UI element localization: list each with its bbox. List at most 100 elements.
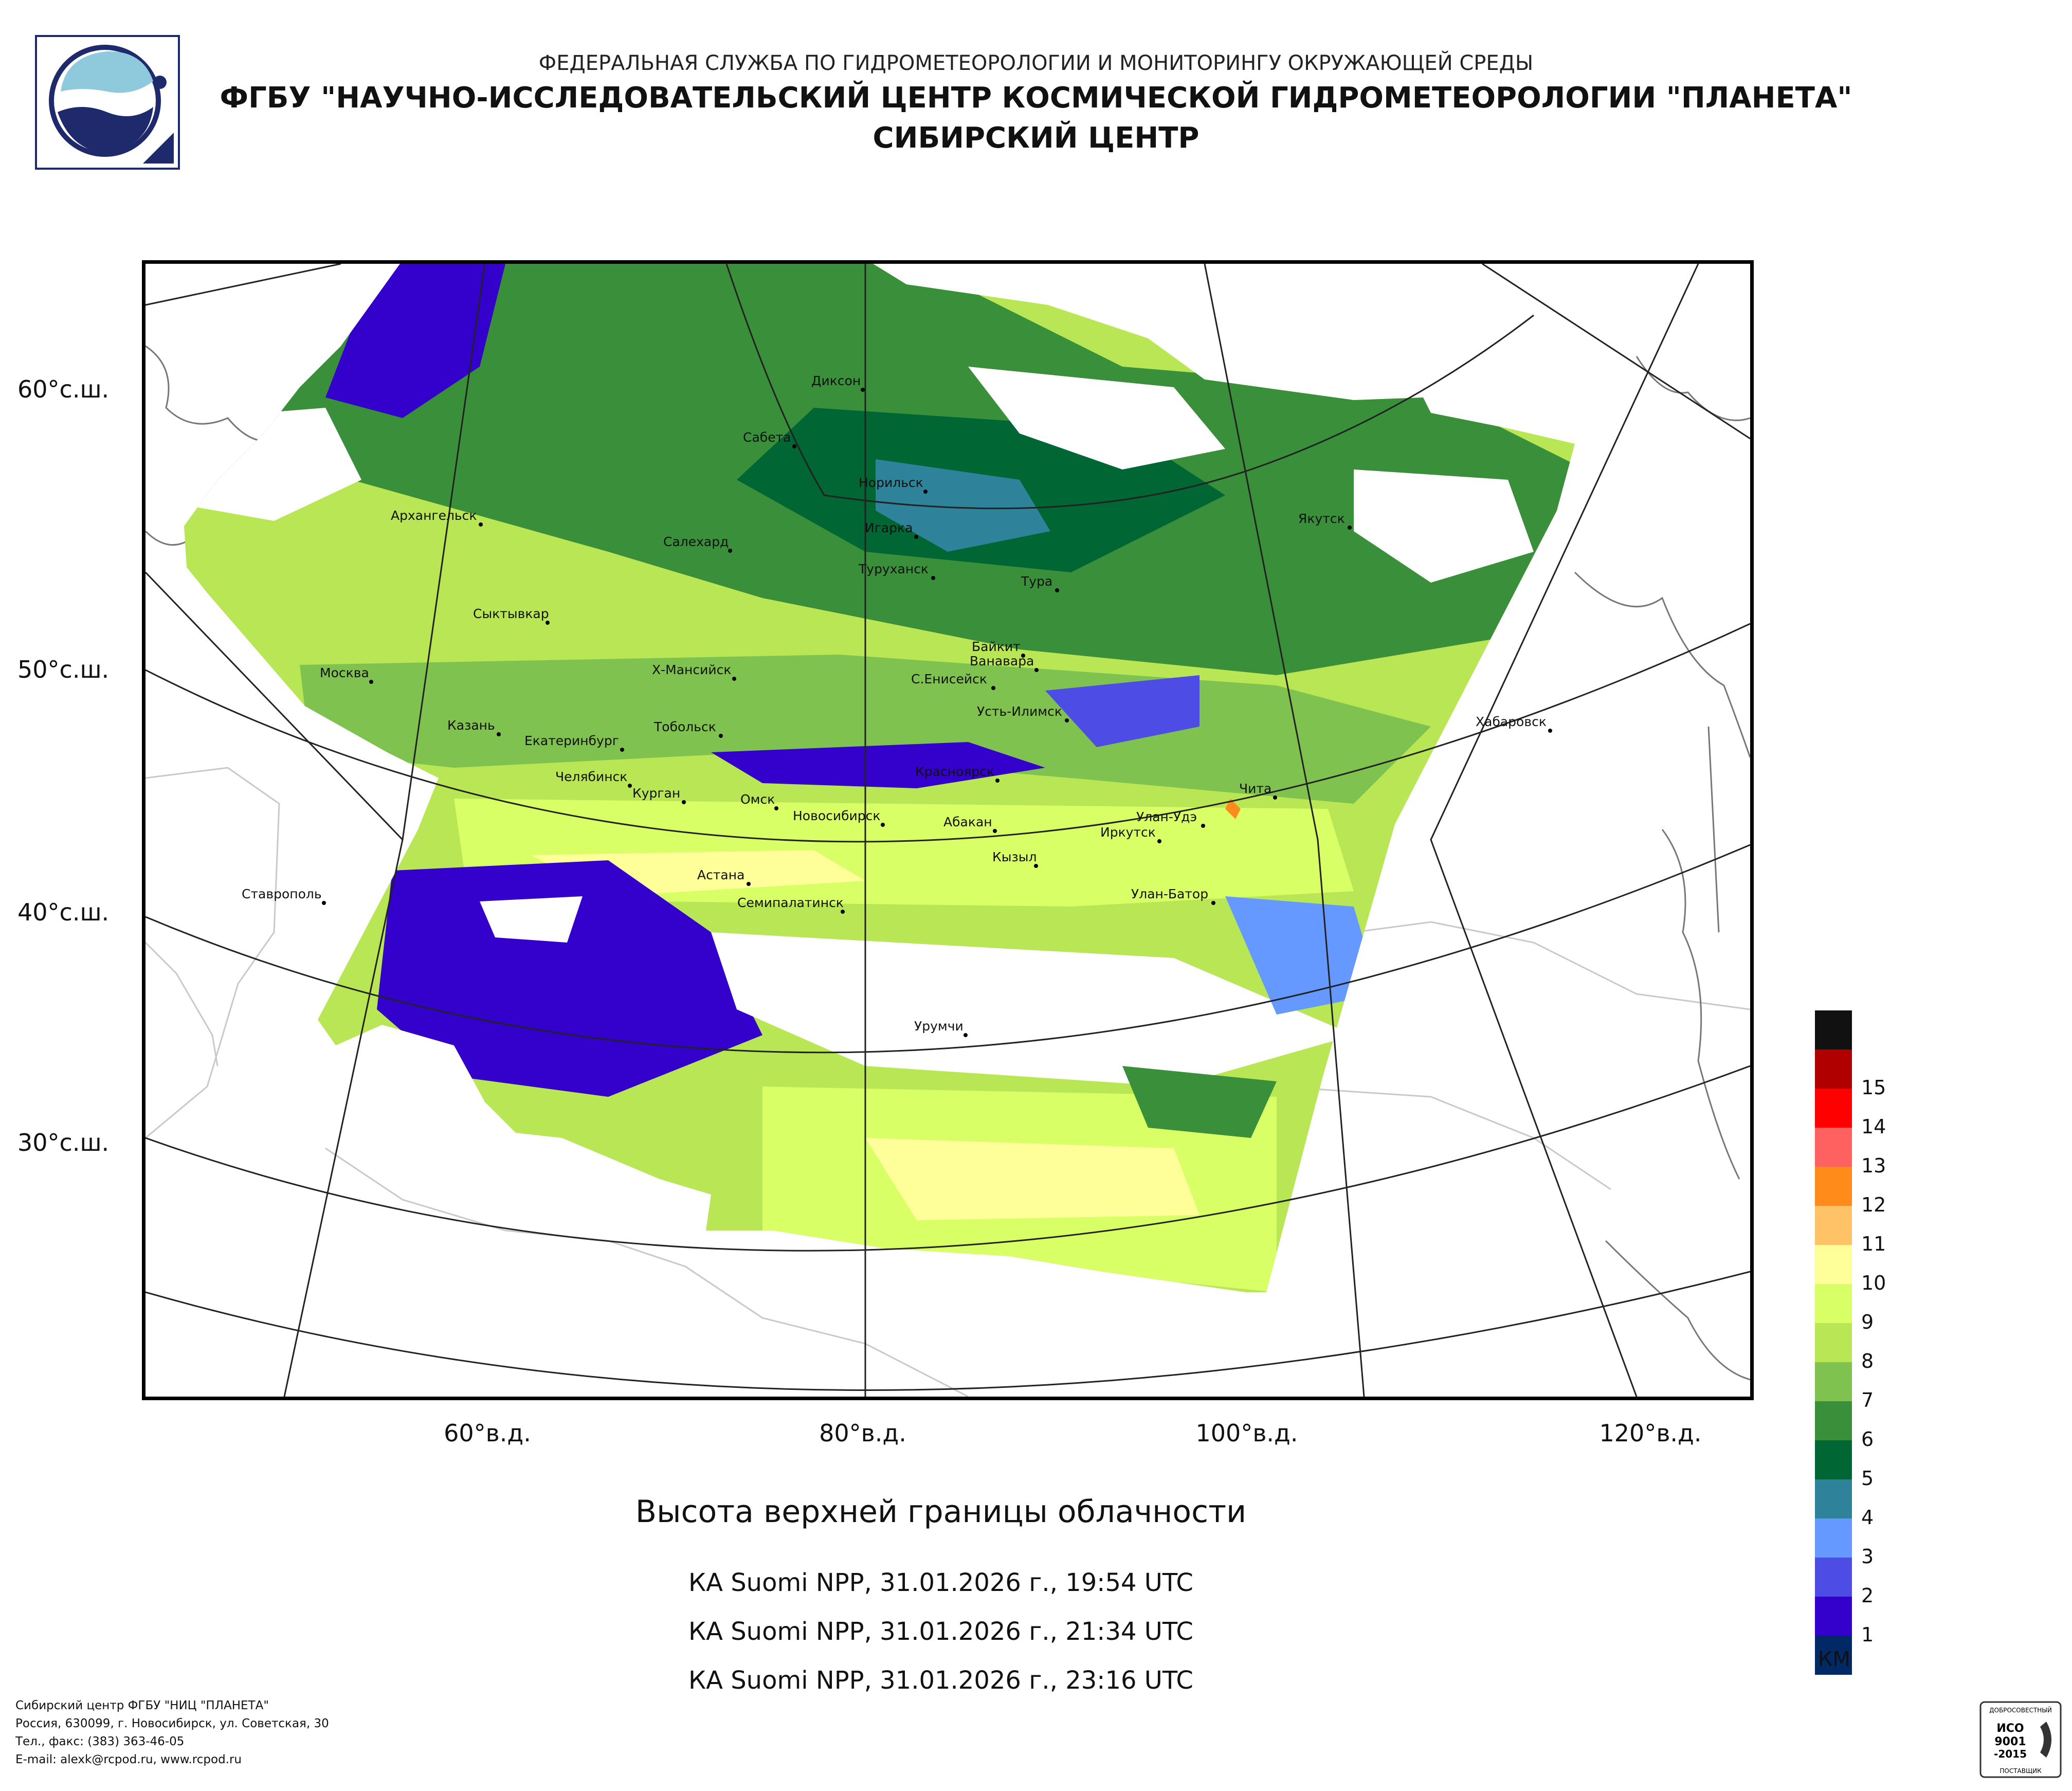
borders bbox=[146, 767, 1750, 1397]
city-marker bbox=[1548, 729, 1552, 733]
city-marker bbox=[1157, 839, 1161, 843]
legend-swatch bbox=[1815, 1479, 1852, 1518]
contact-footer: Сибирский центр ФГБУ "НИЦ "ПЛАНЕТА" Росс… bbox=[15, 1697, 329, 1769]
city-marker bbox=[1065, 718, 1069, 722]
city-marker bbox=[991, 686, 995, 690]
institute-name: ФГБУ "НАУЧНО-ИССЛЕДОВАТЕЛЬСКИЙ ЦЕНТР КОС… bbox=[220, 81, 1852, 115]
legend-swatch bbox=[1815, 1558, 1852, 1597]
pass-2: КА Suomi NPP, 31.01.2026 г., 21:34 UTC bbox=[688, 1617, 1193, 1646]
pass-1: КА Suomi NPP, 31.01.2026 г., 19:54 UTC bbox=[688, 1568, 1193, 1597]
city-marker bbox=[728, 549, 732, 553]
city-marker bbox=[792, 444, 796, 448]
lat-label-40: 40°с.ш. bbox=[17, 898, 110, 926]
city-label: Красноярск bbox=[915, 764, 995, 779]
city-marker bbox=[1201, 824, 1205, 828]
iso-top-text: ДОБРОСОВЕСТНЫЙ bbox=[1989, 1706, 2052, 1714]
city-label: С.Енисейск bbox=[911, 672, 988, 686]
legend-swatch bbox=[1815, 1597, 1852, 1636]
city-label: Улан-Батор bbox=[1131, 887, 1209, 901]
city-marker bbox=[993, 829, 997, 833]
pass-3: КА Suomi NPP, 31.01.2026 г., 23:16 UTC bbox=[688, 1666, 1193, 1695]
city-marker bbox=[1021, 654, 1025, 658]
map-canvas bbox=[146, 264, 1750, 1397]
legend-swatch bbox=[1815, 1089, 1852, 1128]
city-marker bbox=[1055, 588, 1059, 592]
agency-name: ФЕДЕРАЛЬНАЯ СЛУЖБА ПО ГИДРОМЕТЕОРОЛОГИИ … bbox=[538, 51, 1534, 75]
city-label: Омск bbox=[740, 792, 775, 807]
legend-label: 5 bbox=[1861, 1467, 1874, 1490]
city-label: Екатеринбург bbox=[524, 733, 619, 748]
city-marker bbox=[322, 901, 326, 905]
city-label: Хабаровск bbox=[1476, 714, 1547, 729]
legend-label: 13 bbox=[1861, 1154, 1886, 1177]
city-label: Кызыл bbox=[992, 849, 1037, 864]
footer-address: Россия, 630099, г. Новосибирск, ул. Сове… bbox=[15, 1717, 329, 1730]
legend-label: 14 bbox=[1861, 1115, 1886, 1138]
city-marker bbox=[369, 680, 373, 684]
city-label: Чита bbox=[1239, 781, 1272, 796]
city-label: Игарка bbox=[865, 520, 913, 535]
legend-swatch bbox=[1815, 1050, 1852, 1089]
graticule bbox=[146, 264, 1750, 1397]
footer-org: Сибирский центр ФГБУ "НИЦ "ПЛАНЕТА" bbox=[15, 1699, 269, 1712]
city-marker bbox=[923, 490, 928, 494]
city-label: Якутск bbox=[1298, 511, 1345, 526]
cloud-top-swath bbox=[184, 264, 1575, 1292]
city-label: Туруханск bbox=[859, 562, 929, 576]
city-label: Абакан bbox=[943, 815, 992, 829]
city-marker bbox=[995, 779, 999, 783]
city-label: Иркутск bbox=[1100, 825, 1156, 840]
iso-mid1: ИСО bbox=[1996, 1722, 2024, 1735]
lat-label-60: 60°с.ш. bbox=[17, 375, 110, 403]
city-label: Семипалатинск bbox=[737, 895, 844, 910]
product-title: Высота верхней границы облачности bbox=[635, 1494, 1247, 1530]
city-marker bbox=[1034, 668, 1039, 672]
city-label: Улан-Удэ bbox=[1136, 809, 1197, 824]
lon-label-100: 100°в.д. bbox=[1195, 1419, 1298, 1447]
city-label: Челябинск bbox=[555, 769, 628, 784]
lat-label-30: 30°с.ш. bbox=[17, 1129, 110, 1156]
city-label: Казань bbox=[447, 718, 495, 733]
city-label: Урумчи bbox=[914, 1019, 964, 1034]
city-label: Ванавара bbox=[970, 654, 1034, 668]
city-label: Курган bbox=[632, 786, 681, 801]
legend-swatch bbox=[1815, 1636, 1852, 1675]
legend-label: 3 bbox=[1861, 1545, 1874, 1568]
city-marker bbox=[620, 748, 624, 752]
lon-label-120: 120°в.д. bbox=[1599, 1419, 1702, 1447]
legend-swatch bbox=[1815, 1518, 1852, 1558]
lon-label-60: 60°в.д. bbox=[444, 1419, 531, 1447]
city-marker bbox=[628, 784, 632, 788]
lat-label-50: 50°с.ш. bbox=[17, 656, 110, 683]
legend-swatch bbox=[1815, 1245, 1852, 1284]
legend-swatch bbox=[1815, 1206, 1852, 1245]
legend-label: 6 bbox=[1861, 1428, 1874, 1451]
city-label: Ставрополь bbox=[242, 887, 322, 901]
legend-label: 7 bbox=[1861, 1389, 1874, 1412]
legend-label: 1 bbox=[1861, 1623, 1874, 1646]
legend-swatch bbox=[1815, 1401, 1852, 1440]
legend-swatch bbox=[1815, 1167, 1852, 1206]
city-marker bbox=[1348, 526, 1352, 530]
planeta-logo bbox=[35, 35, 180, 170]
city-label: Тура bbox=[1021, 574, 1053, 589]
legend-swatch bbox=[1815, 1010, 1852, 1050]
iso-mid3: -2015 bbox=[1994, 1748, 2027, 1760]
city-marker bbox=[1034, 864, 1038, 868]
city-label: Байкит bbox=[972, 639, 1021, 654]
city-marker bbox=[964, 1033, 968, 1037]
city-marker bbox=[732, 677, 736, 681]
legend-swatch bbox=[1815, 1323, 1852, 1362]
city-label: Сыктывкар bbox=[473, 606, 549, 621]
legend-label: 12 bbox=[1861, 1193, 1886, 1216]
city-label: Х-Мансийск bbox=[652, 662, 732, 677]
legend-unit: КМ bbox=[1818, 1648, 1850, 1671]
city-marker bbox=[914, 535, 918, 539]
city-label: Усть-Илимск bbox=[977, 704, 1062, 719]
city-label: Сабета bbox=[743, 430, 791, 445]
legend-swatch bbox=[1815, 1362, 1852, 1401]
footer-email: E-mail: alexk@rcpod.ru, www.rcpod.ru bbox=[15, 1753, 242, 1766]
city-marker bbox=[682, 800, 686, 804]
legend-label: 11 bbox=[1861, 1233, 1886, 1255]
city-marker bbox=[1211, 901, 1215, 905]
